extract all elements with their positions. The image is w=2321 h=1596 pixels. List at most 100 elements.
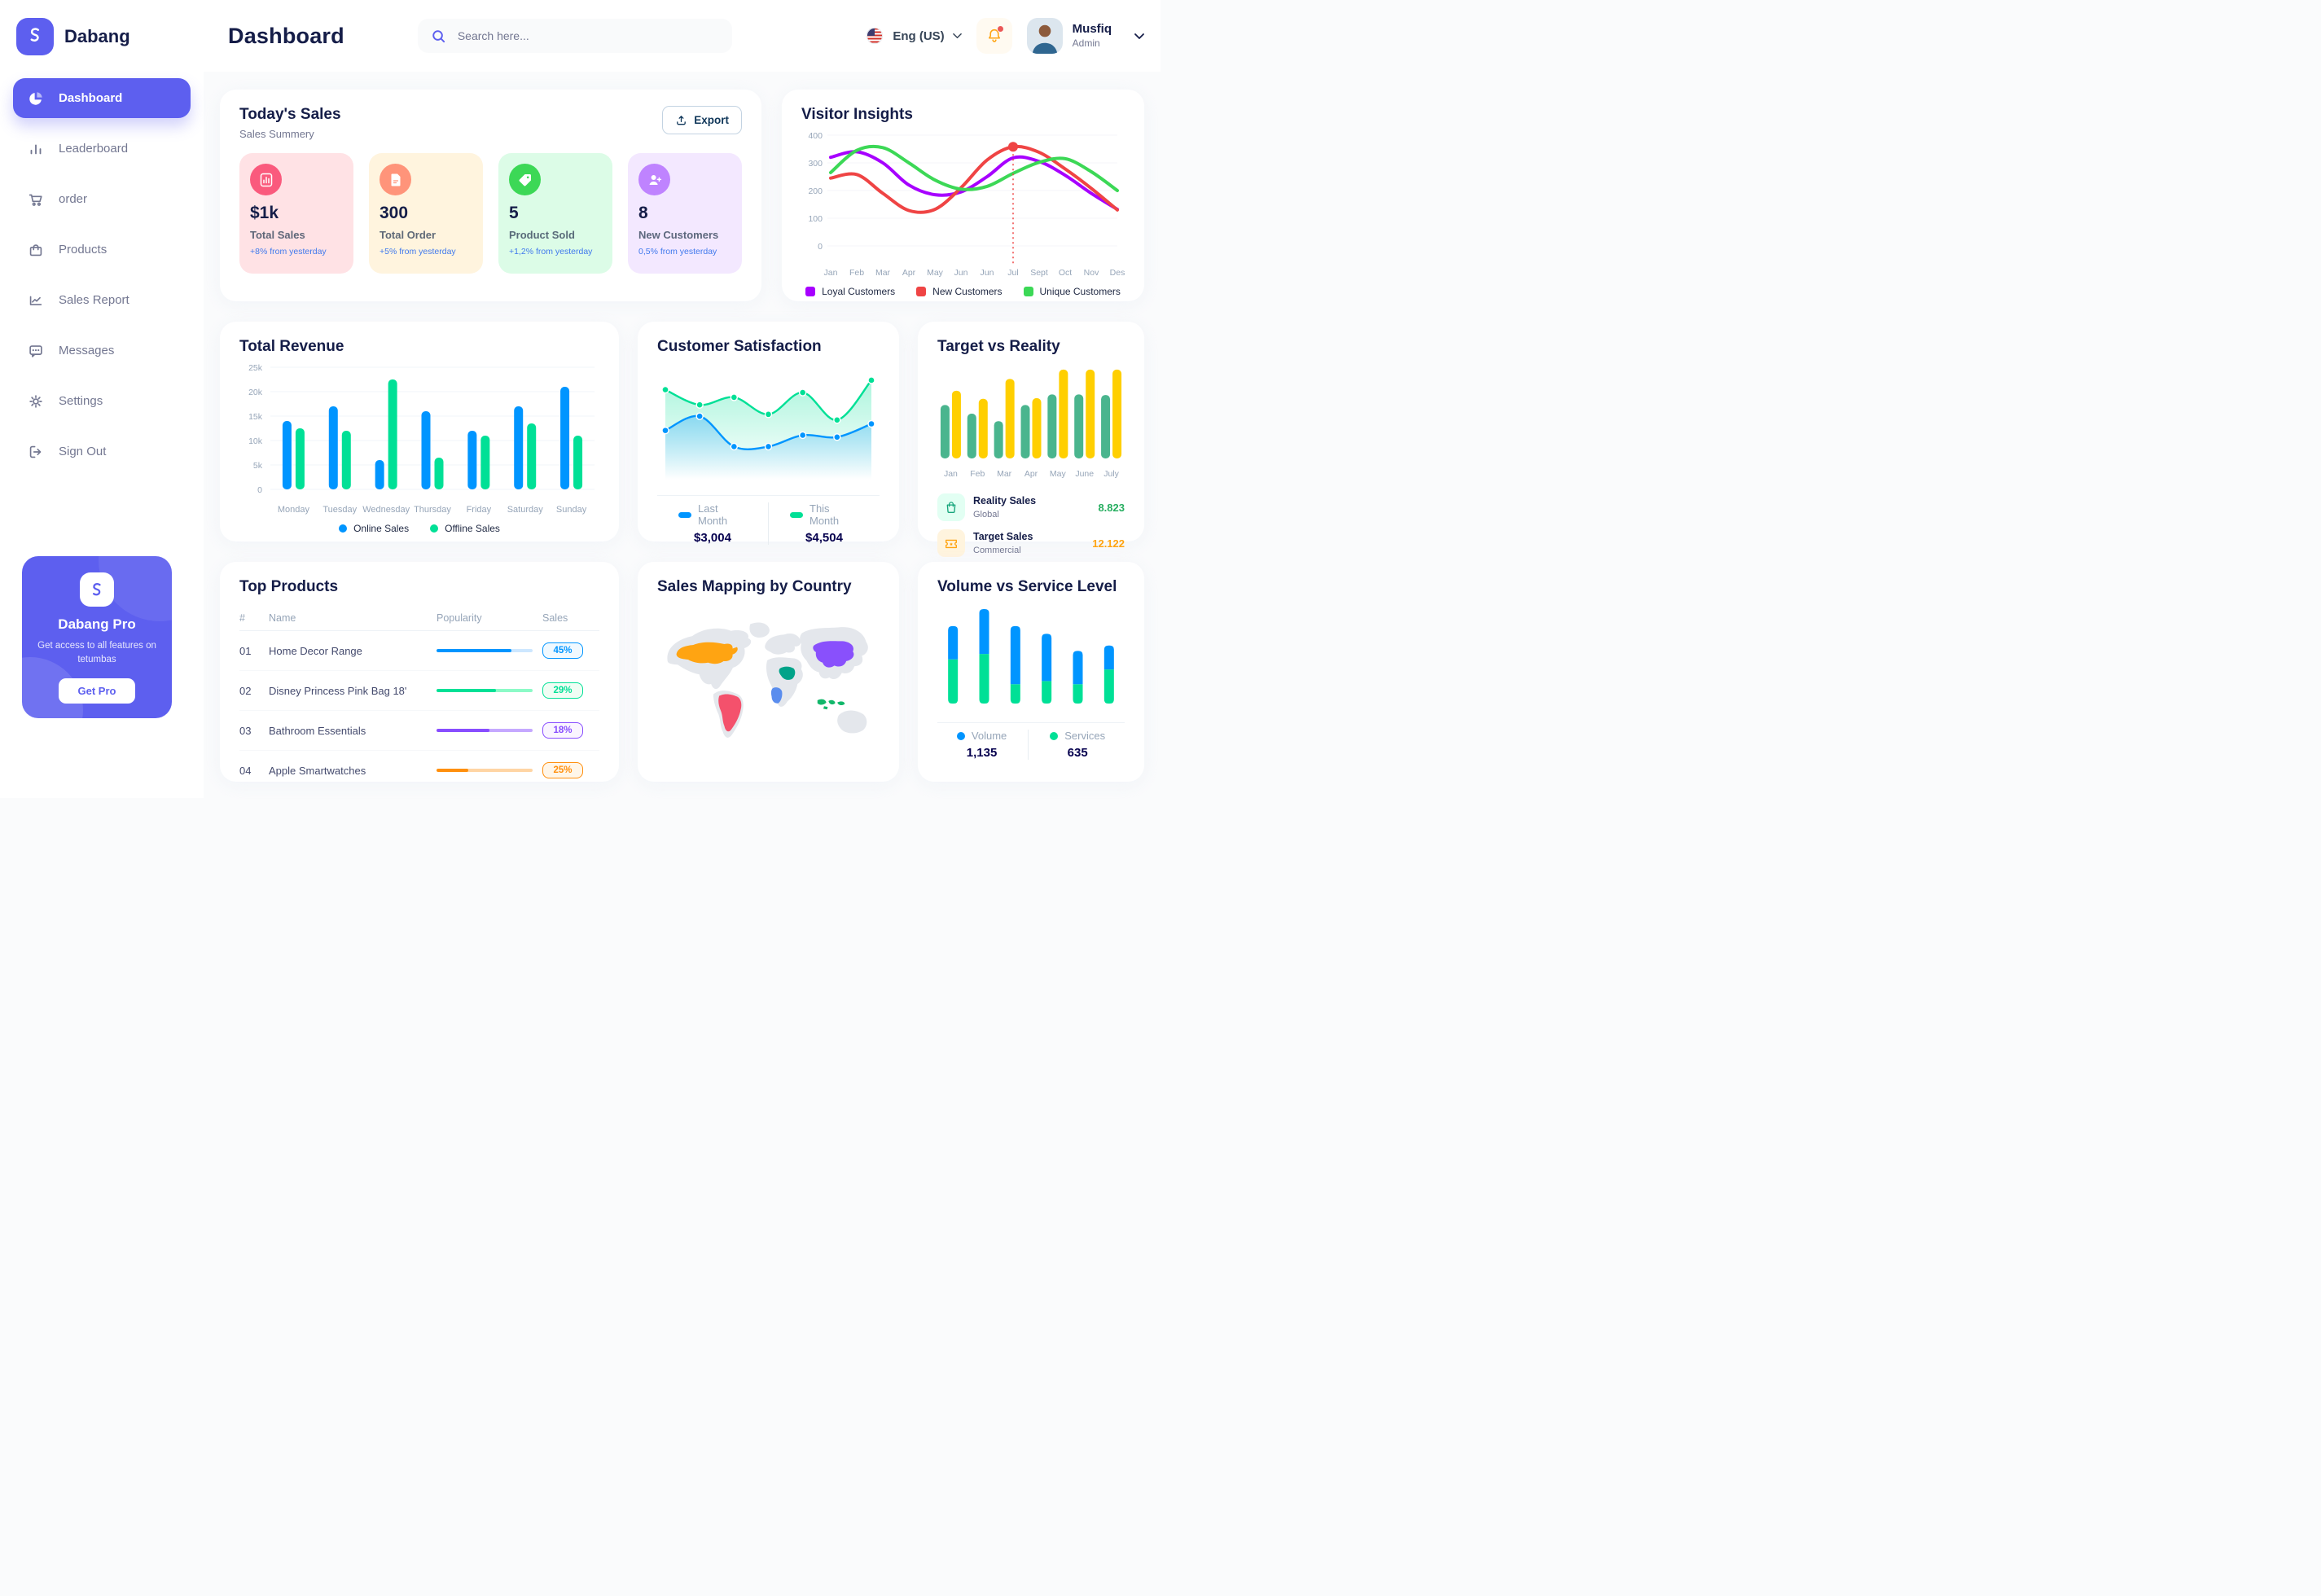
svg-text:Saturday: Saturday [507, 505, 544, 515]
sidebar-item-settings[interactable]: Settings [13, 381, 191, 421]
volume-dot [956, 731, 965, 740]
search-input[interactable] [455, 28, 719, 43]
svg-text:Thursday: Thursday [414, 505, 451, 515]
map-country-usa [676, 642, 738, 664]
get-pro-button[interactable]: Get Pro [58, 678, 136, 704]
volume-vs-service-card: Volume vs Service Level Volume 1,135 Ser… [918, 562, 1144, 782]
this-month-total: $4,504 [805, 531, 843, 545]
svg-text:400: 400 [808, 131, 823, 141]
export-icon [675, 114, 687, 126]
map-country-dr-congo [770, 687, 783, 704]
table-row: 03 Bathroom Essentials 18% [239, 711, 599, 751]
volume-vs-service-title: Volume vs Service Level [937, 578, 1117, 595]
search-bar [417, 19, 732, 53]
online-sales-dot [339, 524, 348, 533]
svg-text:Feb: Feb [970, 469, 985, 479]
brand-name: Dabang [64, 26, 130, 46]
pro-title: Dabang Pro [58, 616, 136, 632]
us-flag-icon [865, 26, 884, 46]
stat-card-product-sold: 5 Product Sold +1,2% from yesterday [498, 153, 612, 274]
user-name: Musfiq [1072, 22, 1112, 37]
sales-badge: 25% [542, 762, 583, 778]
sales-badge: 29% [542, 682, 583, 699]
legend-divider [657, 495, 880, 496]
order-file-icon [380, 164, 411, 195]
svg-text:0: 0 [257, 485, 262, 495]
sidebar-item-sign-out[interactable]: Sign Out [13, 432, 191, 471]
target-vs-reality-card: Target vs Reality Jan Feb Mar Apr May June Jul… [918, 322, 1144, 557]
sales-chart-icon [250, 164, 282, 195]
chevron-down-icon [1134, 33, 1144, 40]
unique-customers-swatch [1023, 287, 1033, 296]
total-revenue-chart: 0 5k 10k 15k 20k 25k Monday Tuesday Wednesday Thu… [248, 363, 595, 515]
sidebar-item-label: Sales Report [59, 293, 129, 307]
line-chart-icon [26, 291, 46, 310]
svg-text:Jan: Jan [824, 268, 838, 278]
chevron-down-icon [952, 33, 962, 39]
sales-badge: 45% [542, 642, 583, 659]
sidebar-item-label: Sign Out [59, 445, 107, 458]
services-dot [1050, 731, 1059, 740]
svg-text:June: June [1075, 469, 1094, 479]
svg-text:Apr: Apr [902, 268, 916, 278]
sidebar-item-label: Leaderboard [59, 142, 129, 156]
popularity-bar [437, 769, 533, 772]
sidebar-item-products[interactable]: Products [13, 230, 191, 270]
svg-text:100: 100 [808, 214, 823, 224]
customer-satisfaction-legend: Last Month $3,004 This Month $4,504 [657, 502, 880, 545]
svg-text:Jun: Jun [954, 268, 968, 278]
svg-text:0: 0 [818, 242, 823, 252]
sidebar-item-dashboard[interactable]: Dashboard [13, 78, 191, 118]
total-revenue-legend: Online Sales Offline Sales [239, 523, 599, 534]
svg-text:Friday: Friday [467, 505, 492, 515]
svg-text:25k: 25k [248, 363, 263, 373]
svg-text:Jun: Jun [981, 268, 994, 278]
main-content: Today's Sales Sales Summery Export $1k T [220, 90, 1144, 782]
dabang-pro-logo-icon [80, 572, 114, 607]
search-icon [431, 28, 446, 44]
svg-text:Mar: Mar [997, 469, 1012, 479]
sidebar-item-label: Products [59, 243, 107, 256]
svg-text:20k: 20k [248, 388, 263, 397]
svg-text:July: July [1103, 469, 1119, 479]
svg-text:Jan: Jan [944, 469, 958, 479]
sidebar-item-sales-report[interactable]: Sales Report [13, 280, 191, 320]
map-country-brazil [718, 694, 742, 732]
brand-logo [16, 18, 54, 55]
top-products-title: Top Products [239, 578, 339, 595]
language-selector[interactable]: Eng (US) [865, 26, 962, 46]
sidebar-item-label: order [59, 192, 88, 206]
ticket-icon [937, 529, 965, 557]
export-button[interactable]: Export [662, 106, 742, 134]
svg-text:Tuesday: Tuesday [322, 505, 357, 515]
todays-sales-card: Today's Sales Sales Summery Export $1k T [220, 90, 761, 301]
visitor-insights-card: Visitor Insights 0 100 200 300 400 Jan Feb Mar A… [782, 90, 1144, 301]
svg-text:15k: 15k [248, 412, 263, 422]
offline-sales-dot [430, 524, 439, 533]
target-vs-reality-title: Target vs Reality [937, 338, 1060, 355]
loyal-customers-swatch [805, 287, 816, 296]
avatar [1026, 18, 1063, 54]
sidebar-item-messages[interactable]: Messages [13, 331, 191, 370]
map-country-saudi-arabia [779, 666, 796, 680]
top-products-table: # Name Popularity Sales 01 Home Decor Ra… [239, 606, 599, 790]
notifications-button[interactable] [976, 18, 1012, 54]
svg-text:May: May [1050, 469, 1067, 479]
message-icon [26, 341, 46, 361]
customer-satisfaction-chart [661, 376, 875, 480]
sidebar-item-leaderboard[interactable]: Leaderboard [13, 129, 191, 169]
services-total: 635 [1067, 746, 1088, 760]
pie-chart-icon [26, 89, 46, 108]
visitor-insights-legend: Loyal Customers New Customers Unique Cus… [801, 286, 1125, 297]
popularity-bar [437, 649, 533, 652]
target-sales-value: 12.122 [1092, 537, 1125, 550]
user-role: Admin [1072, 37, 1100, 49]
sales-badge: 18% [542, 722, 583, 739]
profile-menu[interactable]: Musfiq Admin [1026, 18, 1144, 54]
visitor-insights-title: Visitor Insights [801, 106, 913, 123]
sidebar-item-order[interactable]: order [13, 179, 191, 219]
customer-satisfaction-card: Customer Satisfaction Last Month $3,004 … [638, 322, 899, 545]
svg-text:Des: Des [1110, 268, 1125, 278]
sidebar-item-label: Settings [59, 394, 103, 408]
table-header: # Name Popularity Sales [239, 606, 599, 631]
